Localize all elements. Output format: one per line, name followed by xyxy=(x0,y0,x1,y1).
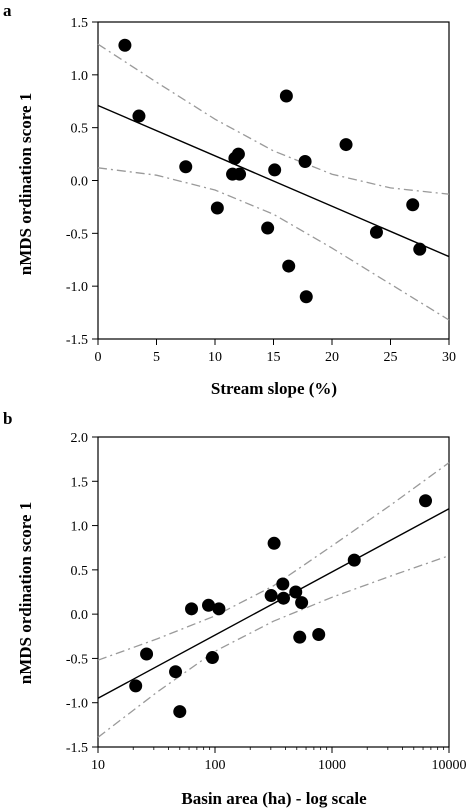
panel-b-ci-lower-line xyxy=(97,555,450,738)
panel-a-ci-lower-line xyxy=(97,167,450,321)
panel-b-data-point xyxy=(212,602,226,616)
panel-a-x-tick-label: 10 xyxy=(208,350,222,365)
panel-b-data-point xyxy=(202,598,216,612)
panel-b-y-tick-label: 1.5 xyxy=(71,475,89,490)
panel-a-data-point xyxy=(413,242,427,256)
panel-b-x-tick-label: 1000 xyxy=(318,758,346,773)
panel-b-data-point xyxy=(140,647,154,661)
panel-a-data-point xyxy=(282,259,296,273)
panel-b-y-tick-label: 1.0 xyxy=(71,520,89,535)
panel-a-data-point xyxy=(298,154,312,168)
panel-a-x-tick-label: 0 xyxy=(95,350,102,365)
panel-b-ylabel: nMDS ordination score 1 xyxy=(16,502,35,684)
panel-a-x-tick-label: 5 xyxy=(153,350,160,365)
panel-b-ci-upper-line xyxy=(97,462,450,661)
panel-b-y-tick-label: -1.5 xyxy=(66,741,88,756)
panel-a-data-point xyxy=(210,201,224,215)
panel-a-data-point xyxy=(132,109,146,123)
panel-b: nMDS ordination score 1 Basin area (ha) … xyxy=(16,431,467,808)
panel-a-x-tick-label: 20 xyxy=(325,350,339,365)
panel-b-plot-frame xyxy=(97,436,450,748)
panel-a-data-point xyxy=(261,221,275,235)
panel-b-data-point xyxy=(129,679,143,693)
panel-b-y-tick-label: 2.0 xyxy=(71,431,89,446)
panel-b-regression-line xyxy=(97,508,450,699)
panel-b-y-tick-label: 0.5 xyxy=(71,564,89,579)
panel-b-x-tick-label: 100 xyxy=(205,758,226,773)
panel-b-xlabel: Basin area (ha) - log scale xyxy=(181,789,367,808)
panel-a: nMDS ordination score 1 Stream slope (%)… xyxy=(16,16,456,398)
panel-a-x-tick-label: 15 xyxy=(267,350,281,365)
panel-b-letter: b xyxy=(3,409,12,428)
panel-a-data-point xyxy=(231,147,245,161)
panel-b-data-point xyxy=(293,630,307,644)
panel-a-data-point xyxy=(299,290,313,304)
panel-b-data-point xyxy=(312,628,326,642)
panel-a-data-point xyxy=(369,225,383,239)
panel-b-data-point xyxy=(205,651,219,665)
panel-a-data-point xyxy=(179,160,193,174)
panel-a-ci-upper-line xyxy=(97,43,450,195)
panel-a-xlabel: Stream slope (%) xyxy=(211,379,337,398)
panel-b-data-point xyxy=(276,591,290,605)
panel-b-data-point xyxy=(173,705,187,719)
panel-a-data-point xyxy=(279,89,293,103)
panel-a-data-point xyxy=(339,138,353,152)
panel-b-data-point xyxy=(267,536,281,550)
panel-a-x-tick-label: 25 xyxy=(384,350,398,365)
panel-b-y-tick-label: -0.5 xyxy=(66,652,88,667)
panel-a-y-tick-label: 1.0 xyxy=(71,69,89,84)
panel-a-y-tick-label: -1.0 xyxy=(66,280,88,295)
panel-b-data-point xyxy=(185,602,199,616)
panel-a-y-tick-label: 1.5 xyxy=(71,16,89,31)
panel-b-data-point xyxy=(419,494,433,508)
panel-b-x-tick-label: 10000 xyxy=(432,758,467,773)
panel-a-y-tick-label: -1.5 xyxy=(66,333,88,348)
panel-b-data-point xyxy=(295,596,309,610)
panel-a-regression-line xyxy=(97,104,450,258)
panel-b-y-tick-label: -1.0 xyxy=(66,697,88,712)
panel-a-data-point xyxy=(233,167,247,181)
panel-b-data-point xyxy=(289,585,303,599)
panel-a-ylabel: nMDS ordination score 1 xyxy=(16,93,35,275)
panel-a-data-point xyxy=(268,163,282,177)
panel-b-data-point xyxy=(264,589,278,603)
panel-a-x-tick-label: 30 xyxy=(442,350,456,365)
panel-a-y-tick-label: -0.5 xyxy=(66,227,88,242)
panel-a-letter: a xyxy=(3,1,12,20)
panel-a-y-tick-label: 0.5 xyxy=(71,122,89,137)
panel-b-data-point xyxy=(347,553,361,567)
panel-b-y-tick-label: 0.0 xyxy=(71,608,89,623)
panel-a-data-point xyxy=(406,198,420,212)
panel-b-x-tick-label: 10 xyxy=(91,758,105,773)
panel-a-y-tick-label: 0.0 xyxy=(71,175,89,190)
panel-b-data-point xyxy=(276,577,290,591)
panel-a-data-point xyxy=(118,38,132,52)
panel-b-data-point xyxy=(169,665,183,679)
